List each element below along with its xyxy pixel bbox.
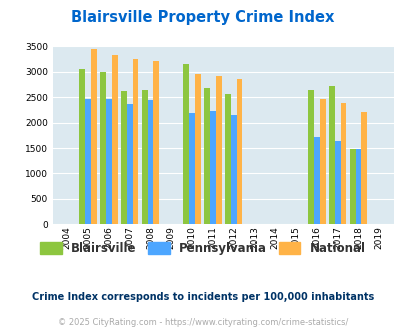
Bar <box>204 88 209 224</box>
Bar <box>141 90 147 224</box>
Legend: Blairsville, Pennsylvania, National: Blairsville, Pennsylvania, National <box>36 237 369 260</box>
Bar <box>132 59 138 224</box>
Text: Crime Index corresponds to incidents per 100,000 inhabitants: Crime Index corresponds to incidents per… <box>32 292 373 302</box>
Bar <box>230 115 236 224</box>
Bar <box>106 99 111 224</box>
Bar <box>355 148 360 224</box>
Bar <box>349 148 355 224</box>
Bar <box>236 79 242 224</box>
Bar <box>121 91 126 224</box>
Bar <box>209 111 215 224</box>
Bar <box>126 104 132 224</box>
Bar <box>147 100 153 224</box>
Bar <box>340 103 345 224</box>
Bar <box>183 63 189 224</box>
Bar <box>328 86 334 224</box>
Bar <box>111 55 117 224</box>
Bar <box>85 99 91 224</box>
Bar <box>153 61 159 224</box>
Bar <box>189 114 194 224</box>
Bar <box>307 90 313 224</box>
Text: © 2025 CityRating.com - https://www.cityrating.com/crime-statistics/: © 2025 CityRating.com - https://www.city… <box>58 318 347 327</box>
Bar <box>100 72 106 224</box>
Bar <box>313 137 319 224</box>
Bar <box>319 99 325 224</box>
Bar <box>79 69 85 224</box>
Bar <box>194 74 200 224</box>
Bar <box>360 113 366 224</box>
Bar <box>215 76 221 224</box>
Bar <box>334 142 340 224</box>
Bar <box>224 94 230 224</box>
Bar <box>91 49 97 224</box>
Text: Blairsville Property Crime Index: Blairsville Property Crime Index <box>71 10 334 25</box>
